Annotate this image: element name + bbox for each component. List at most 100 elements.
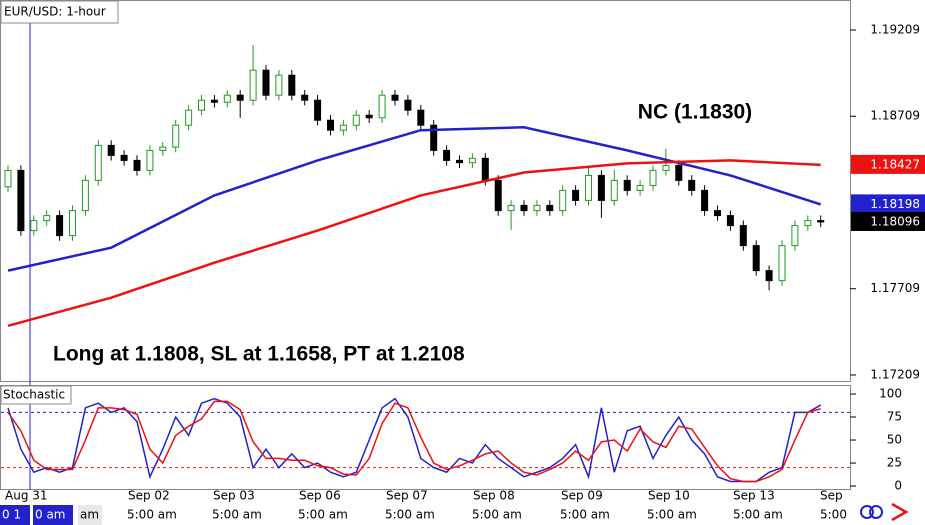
candle-body xyxy=(443,149,451,161)
cursor-label: 0 am xyxy=(35,508,66,522)
candle-body xyxy=(636,184,644,191)
pane-title-box xyxy=(0,385,72,405)
candle-body xyxy=(494,179,502,212)
candle-body xyxy=(107,144,115,156)
moving-average xyxy=(7,126,822,272)
candle-body xyxy=(610,179,618,201)
cursor-label-box xyxy=(78,505,102,525)
time-label: 5:00 am xyxy=(647,508,697,522)
candle-body xyxy=(572,189,580,201)
candle-body xyxy=(752,245,760,272)
candle-body xyxy=(223,94,231,103)
candle-body xyxy=(210,99,218,103)
y-tick-label: 100 xyxy=(879,387,902,401)
stochastic-line xyxy=(7,397,822,483)
pane-title: Stochastic xyxy=(3,388,65,402)
candle-body xyxy=(714,210,721,217)
cursor-label: 0 1 xyxy=(2,508,21,522)
candle-body xyxy=(146,149,154,171)
cursor-label-box xyxy=(33,505,73,525)
time-label: 5:00 am xyxy=(733,508,783,522)
candle-body xyxy=(133,159,141,171)
candle-body xyxy=(17,169,25,232)
cursor-label: am xyxy=(80,508,99,522)
candle-body xyxy=(791,225,799,247)
stochastic-line xyxy=(7,400,821,483)
candle-body xyxy=(456,159,463,164)
date-label: Sep 13 xyxy=(733,489,775,503)
candle-body xyxy=(275,74,283,96)
candle-body xyxy=(391,94,399,101)
candle-body xyxy=(765,270,773,282)
footer-icons xyxy=(860,502,909,522)
title-box xyxy=(0,0,119,24)
cursor-label-box xyxy=(0,505,30,525)
candle-body xyxy=(623,179,631,191)
candle-body xyxy=(804,220,812,227)
y-tick-label: 1.17209 xyxy=(870,367,920,381)
candle-body xyxy=(559,189,567,212)
date-label: Sep 03 xyxy=(213,489,255,503)
moving-average xyxy=(7,159,821,328)
date-label: Sep 07 xyxy=(386,489,428,503)
candle-body xyxy=(30,220,38,232)
time-label: 5:00 am xyxy=(820,508,870,522)
candle-body xyxy=(43,215,51,222)
candle-body xyxy=(352,114,360,126)
candle-body xyxy=(520,204,528,212)
time-label: 5:00 am xyxy=(560,508,610,522)
candle-body xyxy=(288,74,296,96)
candle-body xyxy=(172,124,180,148)
candle-body xyxy=(314,99,322,121)
candle-body xyxy=(688,179,696,191)
candle-body xyxy=(739,225,747,247)
candle-body xyxy=(120,154,128,161)
price-label-box xyxy=(851,211,925,231)
candle-body xyxy=(778,245,786,282)
price-label: 1.18096 xyxy=(870,214,920,228)
candle-body xyxy=(365,114,373,119)
date-label: Sep 10 xyxy=(648,489,690,503)
candle-body xyxy=(262,69,270,96)
y-tick-label: 0 xyxy=(894,479,902,493)
candle-body xyxy=(430,124,438,151)
candle-body xyxy=(507,204,515,212)
candle-body xyxy=(94,144,102,181)
candle-body xyxy=(4,169,12,188)
chart-title: EUR/USD: 1-hour xyxy=(4,5,106,19)
candle-body xyxy=(327,119,334,131)
date-label: Aug 31 xyxy=(5,489,48,503)
candle-body xyxy=(675,164,683,181)
candle-body xyxy=(404,99,412,111)
date-label: Sep xyxy=(820,489,843,503)
date-label: Sep 09 xyxy=(561,489,603,503)
price-label: 1.18427 xyxy=(870,157,920,171)
date-label: Sep 02 xyxy=(128,489,170,503)
candle-body xyxy=(56,215,64,237)
time-label: 5:00 am xyxy=(212,508,262,522)
candle-body xyxy=(726,215,734,227)
time-label: 5:00 am xyxy=(385,508,435,522)
candle-body xyxy=(417,109,425,126)
candle-body xyxy=(339,124,347,131)
candle-body xyxy=(198,99,205,111)
candle-body xyxy=(481,157,489,181)
candle-body xyxy=(701,189,709,212)
candle-body xyxy=(236,94,244,101)
candle-body xyxy=(301,94,309,101)
date-label: Sep 06 xyxy=(299,489,341,503)
candle-body xyxy=(817,220,825,223)
candle-body xyxy=(185,109,193,126)
price-pane xyxy=(0,0,851,382)
y-tick-label: 1.17709 xyxy=(870,281,920,295)
y-tick-label: 1.18709 xyxy=(870,109,920,123)
candle-body xyxy=(649,169,657,186)
candle-body xyxy=(69,210,76,237)
time-label: 5:00 am xyxy=(298,508,348,522)
annotation: Long at 1.1808, SL at 1.1658, PT at 1.21… xyxy=(53,343,465,366)
candle-body xyxy=(597,174,605,201)
candle-body xyxy=(546,204,554,212)
price-label-box xyxy=(851,194,925,214)
price-label-box xyxy=(851,154,925,174)
candle-body xyxy=(468,157,476,164)
